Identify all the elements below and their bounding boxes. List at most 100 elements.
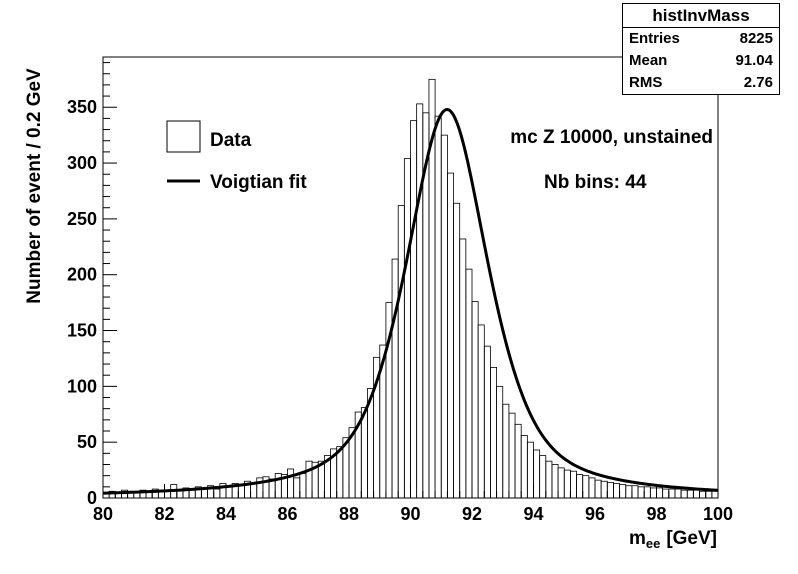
x-tick-label: 84 [216,504,236,524]
histogram-bin [582,475,590,499]
x-axis-label-unit: [GeV] [666,528,717,549]
histogram-bin [674,488,682,499]
histogram-bin [631,485,639,499]
histogram-bin [588,477,596,499]
legend-data-label: Data [210,130,252,151]
histogram-bin [656,487,664,499]
tick-labels: 80 82 84 86 88 90 92 94 96 98 100 0 50 100 150 200 250 30… [67,97,733,524]
histogram-bin [299,473,307,499]
histogram-bin [416,103,424,499]
histogram-bin [397,205,405,499]
histogram-bin [649,487,657,499]
annotation-sample: mc Z 10000, unstained [510,127,713,148]
voigtian-fit-line [102,107,719,495]
histogram-bin [440,134,448,499]
x-tick-label: 82 [154,504,174,524]
histogram-bin [539,455,547,499]
histogram-bin [305,460,313,499]
x-tick-label: 90 [400,504,420,524]
stats-mean-label: Mean [629,52,668,69]
y-tick-label: 100 [67,376,97,396]
histogram-bin [637,486,645,499]
annotation-nbins: Nb bins: 44 [544,172,647,193]
histogram-bin [446,172,454,499]
histogram-bin [293,477,301,499]
histogram-bin [459,238,467,499]
histogram-bin [551,464,559,499]
histogram-bin [594,479,602,499]
histogram-bin [668,488,676,499]
stats-title: histInvMass [623,4,779,28]
y-tick-label: 50 [77,432,97,452]
histogram-bin [600,480,608,499]
histogram-bin [606,481,614,499]
histogram-bin [496,385,504,499]
x-tick-label: 92 [462,504,482,524]
histogram-bin [662,488,670,499]
histogram-bin [250,483,258,499]
histogram-bin [705,490,713,499]
stats-rms-label: RMS [629,74,663,91]
stats-row-rms: RMS 2.76 [623,72,779,94]
histogram-bin [471,301,479,499]
stats-rms-value: 2.76 [743,74,773,91]
histogram-bin [693,489,700,499]
histogram-bin [613,483,621,499]
y-tick-label: 150 [67,321,97,341]
histogram-bin [465,268,473,499]
histogram-bin [360,407,368,499]
histogram-bin [514,423,522,499]
histogram-bin [680,489,688,499]
histogram-bin [711,490,719,499]
x-axis-label: mee [GeV] [629,528,717,551]
histogram-bin [336,446,344,499]
stats-entries-value: 8225 [739,30,773,47]
y-tick-label: 0 [87,488,97,508]
histogram-bin [570,470,577,499]
histogram-bin [686,489,694,499]
stats-box: histInvMass Entries 8225 Mean 91.04 RMS … [622,3,780,95]
histogram-bin [563,469,571,499]
stats-entries-label: Entries [629,30,680,47]
x-tick-label: 88 [339,504,359,524]
histogram-bin [576,474,584,499]
histogram-bin [619,484,627,499]
x-tick-label: 96 [585,504,605,524]
histogram-bin [545,460,553,499]
x-tick-label: 94 [523,504,543,524]
stats-row-mean: Mean 91.04 [623,50,779,72]
histogram-bin [490,366,498,499]
y-tick-label: 300 [67,153,97,173]
axes [102,62,719,499]
histogram-bin [213,488,221,499]
histogram-bin [502,403,510,499]
histogram-bin [410,120,418,499]
histogram-bin [453,202,461,499]
histogram-bin [287,468,295,499]
histogram-bin [533,449,541,499]
x-tick-label: 80 [93,504,113,524]
x-axis-label-main: m [629,528,646,549]
x-tick-label: 98 [646,504,666,524]
y-tick-label: 350 [67,97,97,117]
stats-row-entries: Entries 8225 [623,28,779,50]
histogram-bin [508,412,516,499]
y-tick-label: 200 [67,265,97,285]
legend-data-swatch [166,120,201,153]
x-tick-label: 86 [277,504,297,524]
histogram-bin [557,467,565,499]
histogram-bin [520,435,528,499]
histogram-bin [699,490,707,499]
y-axis-label: Number of event / 0.2 GeV [24,68,45,304]
legend-fit-label: Voigtian fit [210,172,307,193]
histogram-bin [483,345,491,499]
histogram-bin [391,258,399,499]
histogram-bin [477,324,485,499]
histogram-bin [403,158,411,499]
stats-mean-value: 91.04 [735,52,773,69]
histogram-bin [643,486,651,499]
histogram-bin [526,441,534,499]
x-tick-label: 100 [703,504,733,524]
